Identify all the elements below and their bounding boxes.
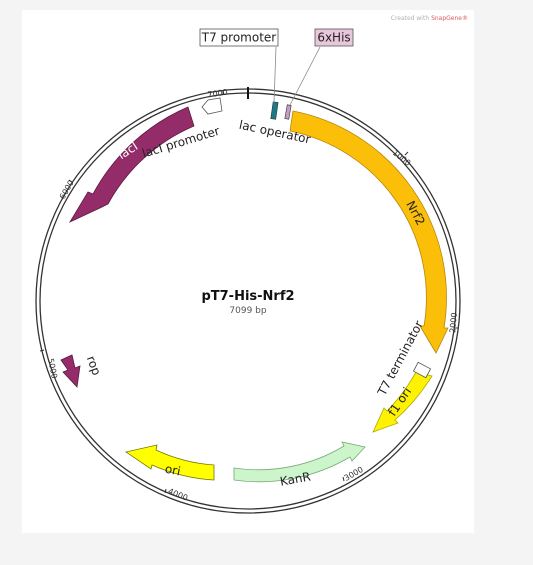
tick-mark-3000 — [342, 476, 345, 482]
feature-nrf2-arrow[interactable] — [289, 110, 449, 354]
his-label: 6xHis — [317, 31, 350, 45]
tick-mark-5000 — [39, 349, 45, 352]
feature-f1-ori-arrow[interactable] — [372, 371, 433, 433]
feature-ori-arrow[interactable] — [125, 444, 215, 481]
tick-label-2000: 2000 — [448, 312, 459, 333]
t7-promoter-box[interactable] — [270, 101, 279, 120]
tick-label-4000: 4000 — [167, 487, 189, 503]
tick-mark-6000 — [68, 179, 73, 183]
tick-label-6000: 6000 — [58, 179, 76, 201]
credit-brand: SnapGene® — [431, 15, 468, 22]
feature-laci-promoter-arrow[interactable] — [201, 97, 223, 115]
feature-laci-arrow[interactable] — [68, 106, 195, 223]
tick-mark-1000 — [404, 151, 409, 156]
feature-rop-label: rop — [84, 354, 104, 377]
plasmid-name: pT7-His-Nrf2 — [201, 289, 294, 304]
plasmid-map-panel: Created with SnapGene® T7 promoter 6xHis… — [22, 10, 474, 533]
t7-promoter-leader — [273, 46, 277, 104]
feature-ori-label: ori — [164, 462, 182, 479]
plasmid-size: 7099 bp — [229, 306, 266, 316]
snapgene-credit: Created with SnapGene® — [391, 15, 468, 22]
plasmid-map: T7 promoter 6xHis lac operator lacI prom… — [35, 28, 461, 514]
feature-kanr-label: KanR — [279, 469, 312, 488]
t7-promoter-label-box — [199, 28, 279, 47]
feature-kanr-arrow[interactable] — [233, 441, 366, 483]
t7-terminator-box[interactable] — [412, 361, 432, 379]
t7-promoter-label: T7 promoter — [201, 31, 277, 45]
tick-label-7000: 7000 — [207, 88, 228, 100]
tick-label-1000: 1000 — [391, 148, 413, 168]
feature-rop-arrow[interactable] — [60, 354, 81, 388]
his-label-box — [314, 28, 354, 47]
tick-label-5000: 5000 — [46, 358, 59, 380]
his-leader — [289, 46, 321, 106]
tick-mark-4000 — [164, 488, 167, 494]
his-tag-box[interactable] — [284, 104, 292, 120]
credit-prefix: Created with — [390, 15, 430, 22]
